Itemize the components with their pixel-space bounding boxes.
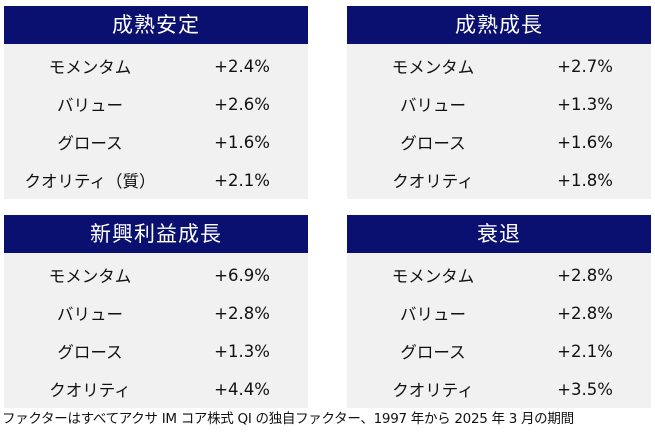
table-row: モメンタム +2.7% [347,47,651,85]
factor-name: バリュー [400,96,466,115]
table-row: クオリティ +3.5% [347,370,651,408]
factor-value: +2.8% [214,303,270,323]
table-row: クオリティ（質） +2.1% [4,161,308,199]
panel-decline: 衰退 モメンタム +2.8% バリュー +2.8% グロース +2.1% クオリ… [347,215,651,408]
factor-name: グロース [400,343,466,362]
table-row: モメンタム +2.4% [4,47,308,85]
panel-emerging-earnings-growth: 新興利益成長 モメンタム +6.9% バリュー +2.8% グロース +1.3%… [4,215,308,408]
factor-value: +4.4% [214,379,270,399]
factor-value: +3.5% [557,379,613,399]
panel-title: 新興利益成長 [4,215,308,253]
factor-value: +2.6% [214,94,270,114]
table-row: グロース +2.1% [347,332,651,370]
factor-value: +2.1% [214,170,270,190]
table-row: モメンタム +6.9% [4,256,308,294]
footnote: ファクターはすべてアクサ IM コア株式 QI の独自ファクター、1997 年か… [2,411,574,427]
factor-name: クオリティ [49,381,131,400]
panel-title: 衰退 [347,215,651,253]
factor-name: グロース [400,134,466,153]
factor-name: モメンタム [48,58,132,77]
factor-value: +1.3% [214,341,270,361]
table-row: バリュー +2.8% [347,294,651,332]
factor-name: グロース [57,343,123,362]
factor-value: +2.8% [557,303,613,323]
table-row: クオリティ +1.8% [347,161,651,199]
table-row: グロース +1.3% [4,332,308,370]
factor-name: クオリティ [392,381,474,400]
panel-title: 成熟成長 [347,6,651,44]
table-row: クオリティ +4.4% [4,370,308,408]
factor-table: モメンタム +2.8% バリュー +2.8% グロース +2.1% クオリティ … [347,253,651,408]
factor-value: +2.7% [557,56,613,76]
factor-name: バリュー [400,305,466,324]
factor-value: +1.8% [557,170,613,190]
table-row: バリュー +2.8% [4,294,308,332]
table-row: グロース +1.6% [4,123,308,161]
panel-title: 成熟安定 [4,6,308,44]
factor-value: +6.9% [214,265,270,285]
factor-value: +1.6% [214,132,270,152]
factor-table: モメンタム +2.7% バリュー +1.3% グロース +1.6% クオリティ … [347,44,651,199]
factor-table: モメンタム +6.9% バリュー +2.8% グロース +1.3% クオリティ … [4,253,308,408]
panel-mature-stable: 成熟安定 モメンタム +2.4% バリュー +2.6% グロース +1.6% ク… [4,6,308,199]
table-row: グロース +1.6% [347,123,651,161]
table-row: バリュー +2.6% [4,85,308,123]
factor-name: モメンタム [391,267,475,286]
factor-table: モメンタム +2.4% バリュー +2.6% グロース +1.6% クオリティ（… [4,44,308,199]
factor-name: モメンタム [48,267,132,286]
table-row: バリュー +1.3% [347,85,651,123]
factor-value: +2.1% [557,341,613,361]
factor-value: +1.6% [557,132,613,152]
factor-value: +1.3% [557,94,613,114]
factor-name: クオリティ（質） [24,172,156,191]
factor-value: +2.4% [214,56,270,76]
factor-name: モメンタム [391,58,475,77]
table-row: モメンタム +2.8% [347,256,651,294]
panel-mature-growth: 成熟成長 モメンタム +2.7% バリュー +1.3% グロース +1.6% ク… [347,6,651,199]
factor-name: グロース [57,134,123,153]
factor-name: クオリティ [392,172,474,191]
factor-value: +2.8% [557,265,613,285]
factor-name: バリュー [57,305,123,324]
factor-name: バリュー [57,96,123,115]
